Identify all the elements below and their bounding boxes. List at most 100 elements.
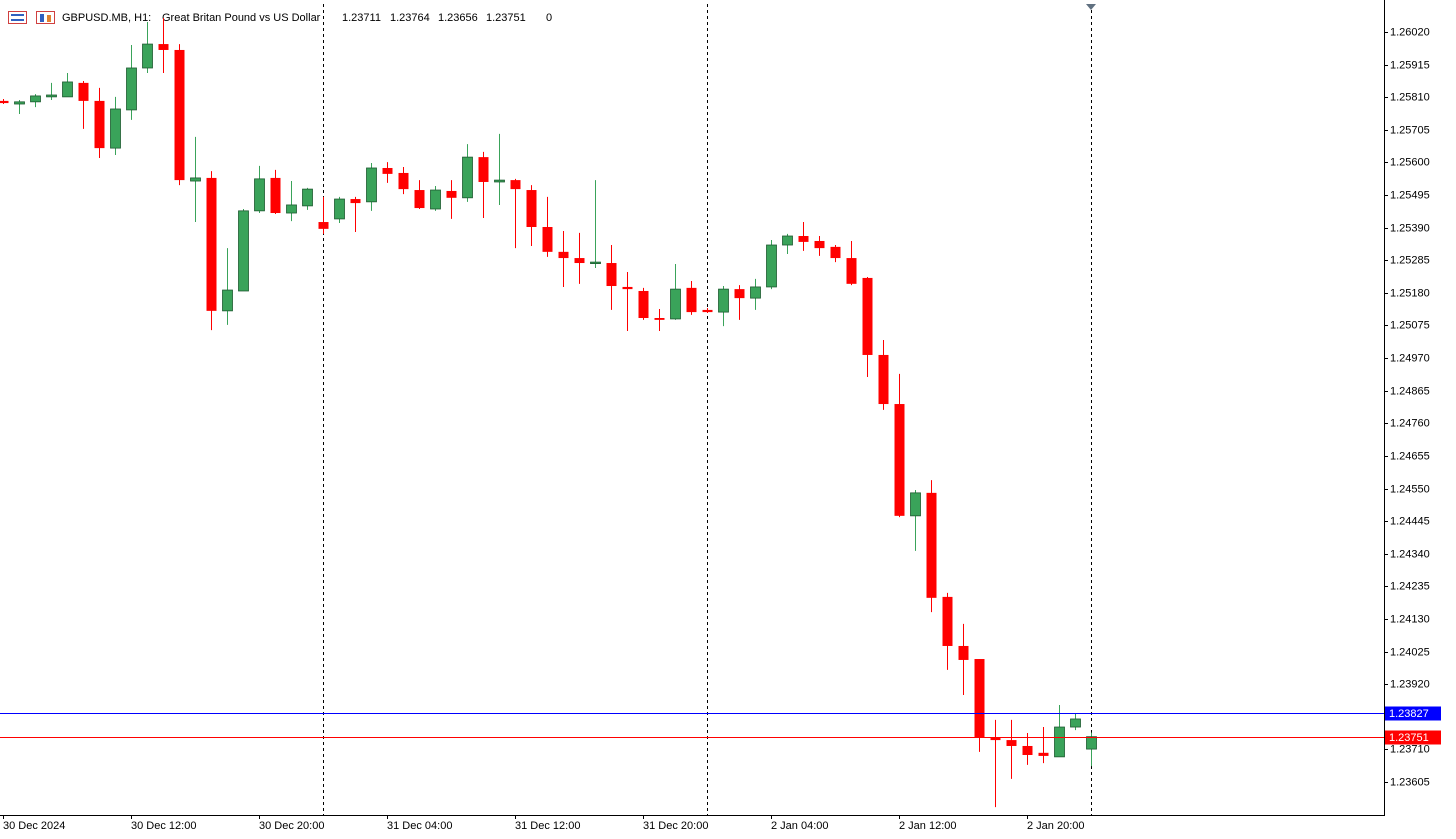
- description: Great Britan Pound vs US Dollar: [162, 12, 321, 24]
- price-label: 1.23751: [1389, 732, 1429, 744]
- header-low: 1.23656: [438, 12, 478, 24]
- y-tick-label: 1.25810: [1390, 91, 1430, 103]
- x-tick-label: 31 Dec 12:00: [515, 820, 580, 832]
- y-tick-label: 1.26020: [1390, 26, 1430, 38]
- candle-body: [958, 645, 969, 660]
- y-tick-label: 1.24445: [1390, 515, 1430, 527]
- candle-body: [846, 258, 857, 284]
- candle-body: [926, 492, 937, 598]
- candle-body: [270, 177, 281, 214]
- x-tick-label: 30 Dec 12:00: [131, 820, 196, 832]
- candle-body: [110, 108, 121, 149]
- y-tick-label: 1.25705: [1390, 124, 1430, 136]
- candle-body: [62, 81, 73, 98]
- candle-body: [542, 226, 553, 252]
- candle-body: [206, 177, 217, 311]
- candle-body: [734, 289, 745, 299]
- x-tick-label: 2 Jan 04:00: [771, 820, 829, 832]
- header-close: 1.23751: [486, 12, 526, 24]
- candle-body: [782, 235, 793, 246]
- candle-body: [222, 289, 233, 312]
- candle-body: [878, 354, 889, 405]
- candle-body: [670, 288, 681, 320]
- candle-body: [622, 286, 633, 290]
- y-tick-label: 1.24340: [1390, 548, 1430, 560]
- y-tick-label: 1.24655: [1390, 450, 1430, 462]
- candle-body: [126, 67, 137, 111]
- candle-body: [350, 199, 361, 204]
- x-tick-label: 30 Dec 20:00: [259, 820, 324, 832]
- candle-body: [942, 596, 953, 646]
- candle-body: [430, 189, 441, 210]
- candle-body: [814, 240, 825, 249]
- candle-body: [478, 157, 489, 182]
- icon: [36, 11, 55, 24]
- candle-body: [574, 258, 585, 264]
- candle-body: [510, 180, 521, 190]
- candle-body: [910, 492, 921, 517]
- y-tick-label: 1.25390: [1390, 222, 1430, 234]
- header-volume: 0: [546, 12, 552, 24]
- candle-body: [558, 251, 569, 259]
- candle-body: [286, 204, 297, 214]
- candle-body: [302, 188, 313, 207]
- price-label: 1.23827: [1389, 708, 1429, 720]
- candle-body: [142, 43, 153, 69]
- header-high: 1.23764: [390, 12, 430, 24]
- candle-body: [798, 236, 809, 242]
- x-tick-label: 2 Jan 12:00: [899, 820, 957, 832]
- shift-marker: [1086, 4, 1096, 10]
- x-tick-label: 30 Dec 2024: [3, 820, 65, 832]
- candle-body: [14, 101, 25, 105]
- candle-body: [398, 172, 409, 190]
- candle-body: [974, 659, 985, 738]
- candle-body: [382, 167, 393, 174]
- y-tick-label: 1.24025: [1390, 646, 1430, 658]
- y-tick-label: 1.23605: [1390, 776, 1430, 788]
- candle-body: [718, 288, 729, 313]
- y-tick-label: 1.24235: [1390, 580, 1430, 592]
- candle-body: [446, 190, 457, 198]
- candle-body: [990, 737, 1001, 741]
- candle-body: [686, 287, 697, 313]
- symbol: GBPUSD.MB, H1:: [62, 12, 151, 24]
- x-tick-label: 31 Dec 04:00: [387, 820, 452, 832]
- candle-body: [158, 44, 169, 50]
- candle-body: [318, 222, 329, 229]
- y-tick-label: 1.24760: [1390, 417, 1430, 429]
- y-tick-label: 1.25495: [1390, 189, 1430, 201]
- price-label-box: [1385, 706, 1441, 721]
- candle-body: [462, 156, 473, 199]
- candle-body: [366, 167, 377, 203]
- y-tick-label: 1.25180: [1390, 287, 1430, 299]
- candle-body: [1054, 726, 1065, 758]
- candle-body: [254, 178, 265, 212]
- y-tick-label: 1.24550: [1390, 483, 1430, 495]
- price-label-box: [1385, 730, 1441, 745]
- candle-body: [654, 317, 665, 320]
- y-tick-label: 1.24130: [1390, 613, 1430, 625]
- candle-body: [1086, 736, 1097, 750]
- candles: [0, 17, 1097, 808]
- candle-body: [606, 263, 617, 287]
- x-tick-label: 31 Dec 20:00: [643, 820, 708, 832]
- y-tick-label: 1.23710: [1390, 743, 1430, 755]
- y-tick-label: 1.25075: [1390, 319, 1430, 331]
- candle-body: [174, 49, 185, 181]
- candle-body: [30, 95, 41, 103]
- candle-body: [702, 309, 713, 313]
- y-tick-label: 1.24865: [1390, 385, 1430, 397]
- header-open: 1.23711: [342, 12, 381, 24]
- candle-body: [190, 177, 201, 182]
- candle-body: [414, 190, 425, 209]
- icon: [11, 19, 24, 21]
- candle-body: [830, 246, 841, 259]
- candle-body: [1070, 718, 1081, 728]
- candle-body: [862, 277, 873, 355]
- candle-body: [638, 290, 649, 318]
- candle-body: [94, 100, 105, 149]
- candle-body: [1022, 745, 1033, 755]
- candle-body: [1006, 740, 1017, 746]
- icon: [11, 14, 24, 16]
